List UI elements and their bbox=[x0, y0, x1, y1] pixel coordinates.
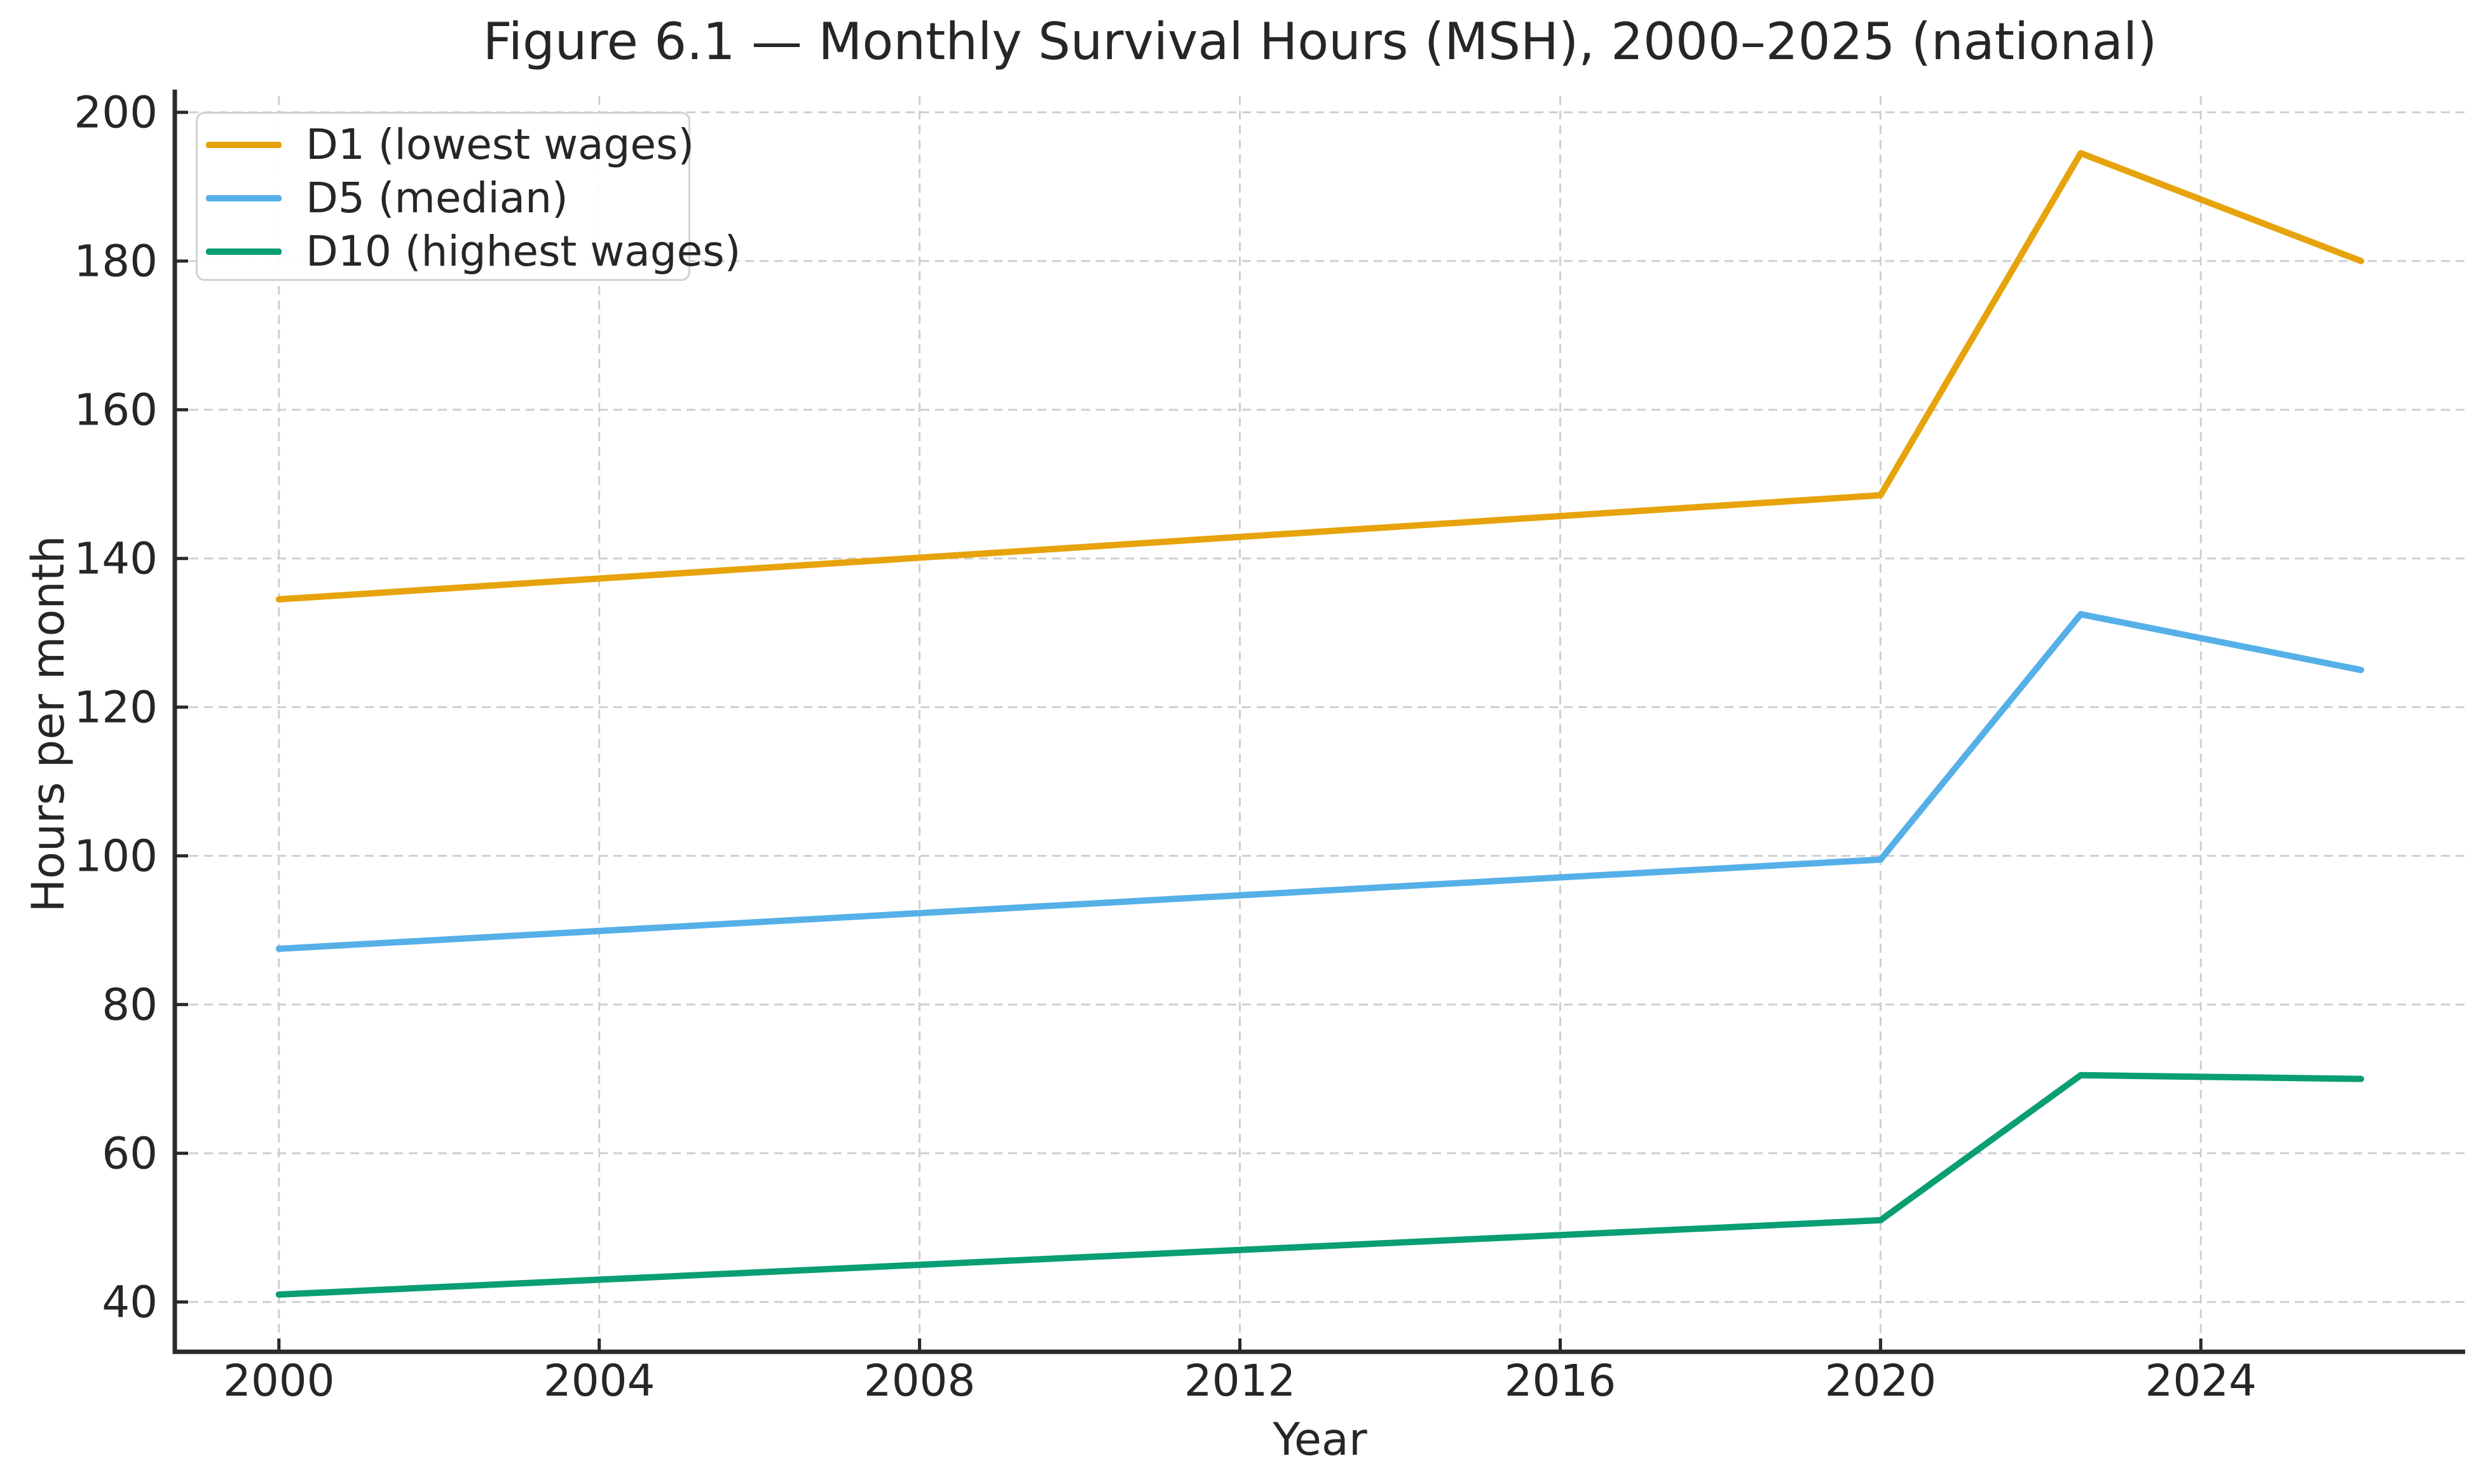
legend-swatch-d10 bbox=[206, 248, 282, 255]
x-tick-label: 2000 bbox=[223, 1356, 335, 1406]
series-line-d10 bbox=[275, 1072, 2365, 1298]
x-tick-label: 2020 bbox=[1825, 1356, 1937, 1406]
x-tick-label: 2008 bbox=[864, 1356, 976, 1406]
series-line-d5 bbox=[275, 611, 2365, 952]
legend-item-d5: D5 (median) bbox=[198, 172, 688, 225]
tick-labels: 2000 2004 2008 2012 2016 2020 2024 40 60 80 100 120… bbox=[74, 88, 2257, 1406]
legend-swatch-d1 bbox=[206, 142, 282, 148]
y-tick-label: 180 bbox=[74, 236, 158, 287]
x-tick-label: 2004 bbox=[543, 1356, 655, 1406]
legend-item-d1: D1 (lowest wages) bbox=[198, 118, 694, 172]
axis-spines bbox=[172, 90, 2465, 1354]
y-tick-label: 40 bbox=[102, 1277, 158, 1328]
legend-swatch-d5 bbox=[206, 195, 282, 201]
y-tick-label: 140 bbox=[74, 534, 158, 585]
y-tick-label: 160 bbox=[74, 385, 158, 436]
legend-label-d1: D1 (lowest wages) bbox=[306, 120, 695, 169]
chart-title: Figure 6.1 — Monthly Survival Hours (MSH… bbox=[482, 12, 2157, 71]
y-tick-label: 120 bbox=[74, 683, 158, 733]
legend-label-d10: D10 (highest wages) bbox=[306, 227, 741, 276]
x-axis-label: Year bbox=[1273, 1413, 1367, 1466]
y-tick-label: 100 bbox=[74, 831, 158, 882]
y-tick-label: 80 bbox=[102, 980, 158, 1031]
legend-item-d10: D10 (highest wages) bbox=[198, 225, 741, 278]
series-line-d1 bbox=[275, 150, 2365, 603]
x-tick-label: 2016 bbox=[1505, 1356, 1616, 1406]
y-axis-label: Hours per month bbox=[22, 535, 74, 913]
axis-ticks bbox=[177, 111, 2203, 1350]
data-series-lines bbox=[275, 150, 2365, 1298]
y-tick-label: 200 bbox=[74, 88, 158, 139]
gridlines bbox=[175, 96, 2465, 1352]
x-tick-label: 2024 bbox=[2145, 1356, 2257, 1406]
legend-label-d5: D5 (median) bbox=[306, 174, 568, 222]
y-tick-label: 60 bbox=[102, 1129, 158, 1180]
x-tick-label: 2012 bbox=[1184, 1356, 1296, 1406]
legend: D1 (lowest wages) D5 (median) D10 (highe… bbox=[196, 112, 741, 281]
